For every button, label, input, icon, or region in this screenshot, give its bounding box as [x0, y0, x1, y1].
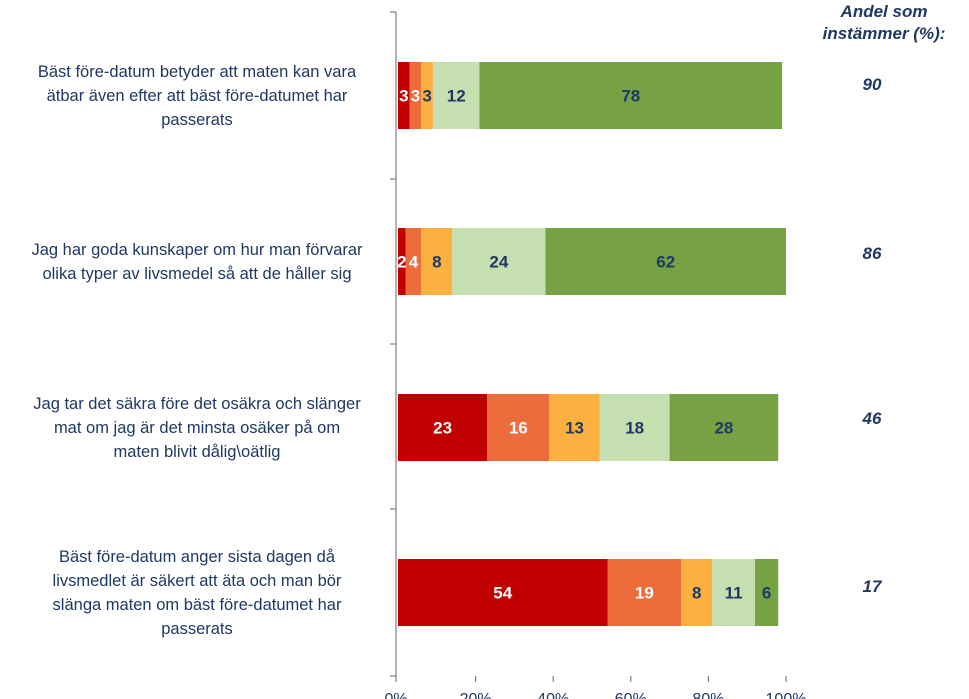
- bar-segment-0-0: [398, 62, 410, 129]
- share-value: 46: [862, 409, 882, 428]
- bar-segment-1-2: [421, 228, 453, 295]
- bar-segment-0-3: [432, 62, 480, 129]
- bar-value-label: 54: [493, 584, 512, 603]
- share-value: 86: [862, 244, 882, 263]
- bar-value-label: 16: [509, 419, 528, 438]
- category-label: Jag tar det säkra före det osäkra och sl…: [33, 395, 361, 461]
- bar-value-label: 6: [762, 584, 771, 603]
- category-label: Bäst före-datum betyder att maten kan va…: [37, 63, 357, 129]
- bar-value-label: 11: [725, 584, 743, 603]
- bar-segment-3-2: [681, 559, 713, 626]
- bar-value-label: 24: [489, 253, 508, 272]
- bar-segment-0-4: [479, 62, 783, 129]
- bar-segment-2-3: [599, 394, 670, 461]
- x-tick-label: 80%: [692, 691, 724, 699]
- bar-segment-2-1: [487, 394, 550, 461]
- bar-value-label: 23: [433, 419, 452, 438]
- bar-value-label: 8: [432, 253, 441, 272]
- category-label: Bäst före-datum anger sista dagen då liv…: [52, 548, 342, 638]
- bar-segment-3-4: [754, 559, 779, 626]
- bar-value-label: 4: [409, 253, 419, 272]
- bar-value-label: 78: [621, 87, 640, 106]
- bar-segment-3-3: [712, 559, 755, 626]
- bar-segment-2-2: [549, 394, 600, 461]
- x-tick-label: 60%: [615, 691, 647, 699]
- bar-value-label: 19: [635, 584, 654, 603]
- bar-segment-2-4: [669, 394, 779, 461]
- x-tick-label: 20%: [460, 691, 492, 699]
- bar-value-label: 3: [399, 87, 408, 106]
- bar-segment-1-4: [545, 228, 786, 295]
- x-tick-label: 100%: [766, 691, 807, 699]
- bar-segment-2-0: [398, 394, 488, 461]
- share-header: Andel som instämmer (%):: [822, 2, 946, 43]
- bar-value-label: 62: [656, 253, 675, 272]
- bar-segment-1-1: [405, 228, 422, 295]
- share-value: 17: [862, 577, 882, 596]
- bar-segment-0-1: [409, 62, 422, 129]
- bar-value-label: 12: [447, 87, 466, 106]
- bar-segment-3-0: [398, 559, 608, 626]
- bar-value-label: 28: [714, 419, 733, 438]
- bar-value-label: 2: [397, 253, 406, 272]
- bar-segment-0-2: [421, 62, 433, 129]
- bar-value-label: 3: [422, 87, 431, 106]
- bar-value-label: 8: [692, 584, 701, 603]
- bar-segment-1-3: [452, 228, 546, 295]
- bar-value-label: 3: [411, 87, 420, 106]
- bar-segment-1-0: [398, 228, 406, 295]
- bar-segment-3-1: [607, 559, 682, 626]
- category-label: Jag har goda kunskaper om hur man förvar…: [31, 241, 363, 283]
- bar-value-label: 18: [625, 419, 644, 438]
- x-tick-label: 0%: [384, 691, 407, 699]
- x-tick-label: 40%: [537, 691, 569, 699]
- share-value: 90: [862, 75, 882, 94]
- bar-value-label: 13: [565, 419, 584, 438]
